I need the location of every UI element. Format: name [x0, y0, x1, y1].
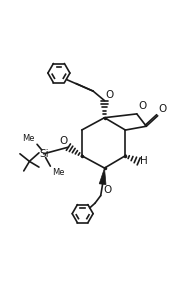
Text: O: O [139, 101, 147, 111]
Text: Me: Me [52, 168, 65, 177]
Text: O: O [104, 185, 112, 195]
Polygon shape [99, 168, 106, 185]
Text: O: O [159, 104, 167, 114]
Text: H: H [140, 157, 147, 166]
Text: O: O [59, 136, 67, 146]
Text: O: O [105, 90, 114, 100]
Text: Me: Me [22, 134, 34, 143]
Text: Si: Si [39, 149, 48, 159]
